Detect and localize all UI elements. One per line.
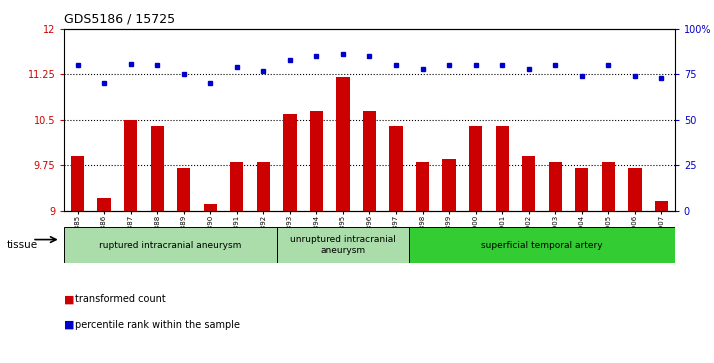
Bar [416,162,429,211]
Text: ■: ■ [64,320,75,330]
Bar [363,111,376,211]
Text: ruptured intracranial aneurysm: ruptured intracranial aneurysm [99,241,241,249]
Text: tissue: tissue [7,240,39,250]
Bar [522,156,536,211]
Bar [64,227,276,263]
Bar [469,126,482,211]
Text: superficial temporal artery: superficial temporal artery [481,241,603,249]
Bar [124,120,137,211]
Bar [151,126,164,211]
Bar [257,162,270,211]
Bar [336,77,350,211]
Bar [310,111,323,211]
Bar [389,126,403,211]
Text: ■: ■ [64,294,75,305]
Bar [548,162,562,211]
Bar [97,199,111,211]
Bar [602,162,615,211]
Bar [655,201,668,211]
Bar [283,114,296,211]
Bar [71,156,84,211]
Bar [496,126,509,211]
Bar [230,162,243,211]
Bar [177,168,191,211]
Text: unruptured intracranial
aneurysm: unruptured intracranial aneurysm [290,235,396,255]
Bar [203,204,217,211]
Text: GDS5186 / 15725: GDS5186 / 15725 [64,13,176,26]
Text: transformed count: transformed count [75,294,166,305]
Bar [276,227,409,263]
Bar [575,168,588,211]
Text: percentile rank within the sample: percentile rank within the sample [75,320,240,330]
Bar [628,168,642,211]
Bar [443,159,456,211]
Bar [409,227,675,263]
